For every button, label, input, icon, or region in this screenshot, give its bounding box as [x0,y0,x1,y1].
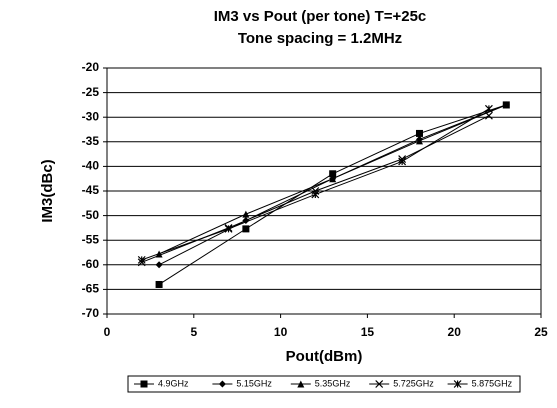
series-line [158,104,507,285]
x-axis-label: Pout(dBm) [286,348,363,365]
plot-area [106,67,542,315]
marker [484,111,493,120]
legend-label: 5.725GHz [393,378,434,388]
marker [502,101,510,109]
marker [329,170,337,178]
marker [484,104,493,113]
legend-box [127,375,521,393]
x-tick-label: 5 [190,325,197,339]
legend-marker [453,380,462,388]
y-tick-label: -45 [82,183,100,197]
legend-marker [375,380,384,388]
marker [242,225,250,233]
legend-marker [140,380,148,388]
y-tick-label: -70 [82,306,100,320]
legend-marker [218,380,226,388]
x-tick-label: 25 [534,325,548,339]
legend: 4.9GHz 5.15GHz 5.35GHz 5.725GHz 5.875GHz [127,375,521,393]
marker [242,210,250,218]
x-tick-label: 10 [274,325,288,339]
y-tick-label: -40 [82,159,100,173]
y-tick-label: -35 [82,134,100,148]
x-tick-label: 0 [104,325,111,339]
y-tick-label: -50 [82,208,100,222]
legend-label: 5.15GHz [236,378,272,388]
marker [137,255,146,264]
legend-marker [297,380,305,388]
legend-label: 5.875GHz [472,378,513,388]
legend-label: 5.35GHz [315,378,351,388]
marker [224,224,233,233]
chart-title: IM3 vs Pout (per tone) T=+25c [214,8,427,25]
y-tick-label: -25 [82,85,100,99]
y-tick-label: -20 [82,60,100,74]
marker [155,280,163,288]
marker [398,157,407,166]
y-tick-label: -30 [82,109,100,123]
y-tick-label: -65 [82,282,100,296]
y-axis-label: IM3(dBc) [39,159,56,222]
marker [155,261,163,269]
marker [415,137,423,145]
marker [329,175,337,183]
marker [415,129,423,137]
legend-label: 4.9GHz [158,378,189,388]
marker [311,190,320,199]
chart-subtitle: Tone spacing = 1.2MHz [238,30,402,47]
x-tick-label: 15 [361,325,375,339]
x-tick-label: 20 [448,325,462,339]
y-tick-label: -60 [82,257,100,271]
y-tick-label: -55 [82,232,100,246]
